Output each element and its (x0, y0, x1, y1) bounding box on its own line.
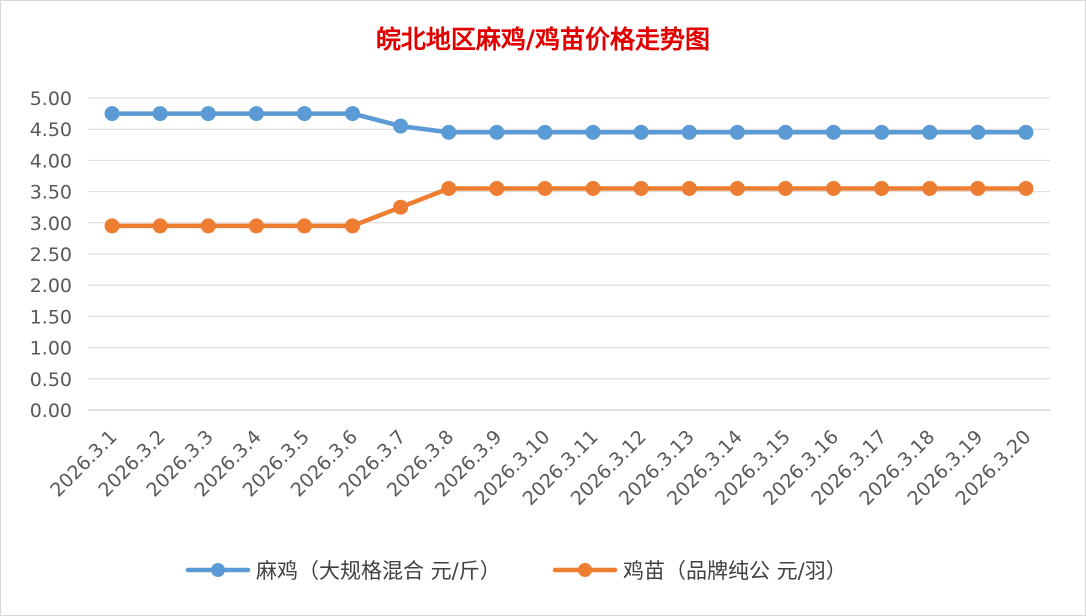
data-point (729, 124, 745, 140)
x-axis: 2026.3.12026.3.22026.3.32026.3.42026.3.5… (46, 426, 1035, 510)
data-point (200, 106, 216, 122)
data-point (537, 180, 553, 196)
data-point (296, 106, 312, 122)
data-point (345, 106, 361, 122)
data-point (1018, 180, 1034, 196)
y-tick-label: 3.00 (30, 213, 72, 235)
data-point (200, 218, 216, 234)
y-tick-label: 2.00 (30, 275, 72, 297)
data-point (777, 124, 793, 140)
data-point (585, 180, 601, 196)
y-tick-label: 0.00 (30, 400, 72, 422)
legend-label: 鸡苗（品牌纯公 元/羽） (623, 559, 847, 583)
data-point (248, 218, 264, 234)
series-group (104, 106, 1034, 234)
data-point (104, 218, 120, 234)
legend-label: 麻鸡（大规格混合 元/斤） (256, 559, 501, 583)
data-point (681, 180, 697, 196)
y-tick-label: 3.50 (30, 182, 72, 204)
data-point (248, 106, 264, 122)
data-point (826, 124, 842, 140)
data-point (152, 218, 168, 234)
data-point (104, 106, 120, 122)
data-point (729, 180, 745, 196)
data-point (633, 180, 649, 196)
data-point (489, 180, 505, 196)
data-point (1018, 124, 1034, 140)
y-tick-label: 1.50 (30, 306, 72, 328)
data-point (826, 180, 842, 196)
y-tick-label: 4.50 (30, 119, 72, 141)
y-tick-label: 0.50 (30, 369, 72, 391)
data-point (633, 124, 649, 140)
data-point (970, 180, 986, 196)
data-point (345, 218, 361, 234)
chart-title: 皖北地区麻鸡/鸡苗价格走势图 (376, 25, 710, 54)
series-line-1 (109, 111, 1029, 135)
y-axis: 0.00 0.50 1.00 1.50 2.00 2.50 3.00 3.50 4.00 4.50… (30, 88, 72, 422)
y-tick-label: 5.00 (30, 88, 72, 110)
data-point (393, 118, 409, 134)
data-point (922, 180, 938, 196)
data-point (152, 106, 168, 122)
legend: 麻鸡（大规格混合 元/斤） 鸡苗（品牌纯公 元/羽） (185, 559, 847, 583)
legend-swatch-marker (578, 563, 592, 577)
data-point (296, 218, 312, 234)
series-line-2 (109, 186, 1029, 229)
data-point (681, 124, 697, 140)
data-point (874, 180, 890, 196)
data-point (874, 124, 890, 140)
grid-lines (88, 97, 1050, 411)
y-tick-label: 1.00 (30, 338, 72, 360)
data-point (441, 124, 457, 140)
y-tick-label: 4.00 (30, 150, 72, 172)
data-point (585, 124, 601, 140)
data-point (441, 180, 457, 196)
data-point (393, 199, 409, 215)
legend-swatch-marker (211, 563, 225, 577)
data-point (922, 124, 938, 140)
data-point (489, 124, 505, 140)
data-point (970, 124, 986, 140)
data-point (777, 180, 793, 196)
data-point (537, 124, 553, 140)
y-tick-label: 2.50 (30, 244, 72, 266)
